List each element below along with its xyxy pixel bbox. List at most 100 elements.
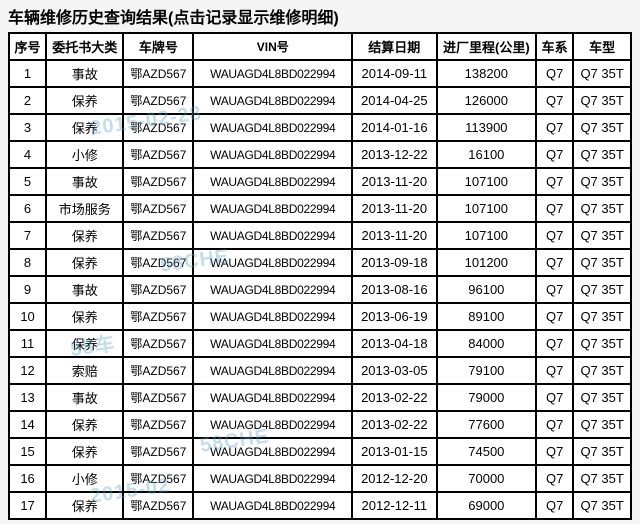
cell-date: 2013-02-22 (352, 411, 436, 438)
table-row[interactable]: 17保养鄂AZD567WAUAGD4L8BD0229942012-12-1169… (9, 492, 631, 519)
cell-type: 索赔 (46, 357, 123, 384)
table-row[interactable]: 14保养鄂AZD567WAUAGD4L8BD0229942013-02-2277… (9, 411, 631, 438)
table-row[interactable]: 5事故鄂AZD567WAUAGD4L8BD0229942013-11-20107… (9, 168, 631, 195)
table-row[interactable]: 3保养鄂AZD567WAUAGD4L8BD0229942014-01-16113… (9, 114, 631, 141)
cell-vin: WAUAGD4L8BD022994 (193, 276, 352, 303)
cell-vin: WAUAGD4L8BD022994 (193, 222, 352, 249)
cell-plate: 鄂AZD567 (123, 384, 193, 411)
table-row[interactable]: 12索赔鄂AZD567WAUAGD4L8BD0229942013-03-0579… (9, 357, 631, 384)
cell-type: 保养 (46, 411, 123, 438)
cell-vin: WAUAGD4L8BD022994 (193, 492, 352, 519)
cell-series: Q7 (536, 87, 573, 114)
cell-series: Q7 (536, 357, 573, 384)
cell-plate: 鄂AZD567 (123, 276, 193, 303)
cell-vin: WAUAGD4L8BD022994 (193, 249, 352, 276)
cell-seq: 10 (9, 303, 46, 330)
header-model: 车型 (573, 33, 631, 60)
cell-model: Q7 35T (573, 222, 631, 249)
table-row[interactable]: 11保养鄂AZD567WAUAGD4L8BD0229942013-04-1884… (9, 330, 631, 357)
cell-mileage: 89100 (437, 303, 537, 330)
cell-mileage: 77600 (437, 411, 537, 438)
cell-plate: 鄂AZD567 (123, 438, 193, 465)
table-row[interactable]: 1事故鄂AZD567WAUAGD4L8BD0229942014-09-11138… (9, 60, 631, 87)
table-row[interactable]: 4小修鄂AZD567WAUAGD4L8BD0229942013-12-22161… (9, 141, 631, 168)
header-seq: 序号 (9, 33, 46, 60)
cell-series: Q7 (536, 465, 573, 492)
cell-mileage: 74500 (437, 438, 537, 465)
table-row[interactable]: 16小修鄂AZD567WAUAGD4L8BD0229942012-12-2070… (9, 465, 631, 492)
cell-seq: 5 (9, 168, 46, 195)
cell-plate: 鄂AZD567 (123, 465, 193, 492)
cell-seq: 2 (9, 87, 46, 114)
table-row[interactable]: 10保养鄂AZD567WAUAGD4L8BD0229942013-06-1989… (9, 303, 631, 330)
table-row[interactable]: 13事故鄂AZD567WAUAGD4L8BD0229942013-02-2279… (9, 384, 631, 411)
cell-date: 2013-02-22 (352, 384, 436, 411)
maintenance-history-table: 序号 委托书大类 车牌号 VIN号 结算日期 进厂里程(公里) 车系 车型 1事… (8, 32, 632, 520)
cell-series: Q7 (536, 114, 573, 141)
cell-model: Q7 35T (573, 276, 631, 303)
cell-seq: 15 (9, 438, 46, 465)
cell-plate: 鄂AZD567 (123, 357, 193, 384)
cell-mileage: 79000 (437, 384, 537, 411)
cell-vin: WAUAGD4L8BD022994 (193, 60, 352, 87)
cell-seq: 13 (9, 384, 46, 411)
cell-type: 保养 (46, 249, 123, 276)
cell-type: 事故 (46, 168, 123, 195)
cell-model: Q7 35T (573, 465, 631, 492)
cell-mileage: 69000 (437, 492, 537, 519)
cell-type: 小修 (46, 465, 123, 492)
cell-vin: WAUAGD4L8BD022994 (193, 411, 352, 438)
cell-model: Q7 35T (573, 330, 631, 357)
cell-seq: 9 (9, 276, 46, 303)
cell-type: 保养 (46, 303, 123, 330)
cell-mileage: 107100 (437, 168, 537, 195)
table-row[interactable]: 9事故鄂AZD567WAUAGD4L8BD0229942013-08-16961… (9, 276, 631, 303)
cell-series: Q7 (536, 168, 573, 195)
cell-date: 2013-11-20 (352, 222, 436, 249)
cell-series: Q7 (536, 303, 573, 330)
cell-date: 2013-11-20 (352, 168, 436, 195)
cell-series: Q7 (536, 195, 573, 222)
cell-mileage: 107100 (437, 222, 537, 249)
cell-model: Q7 35T (573, 114, 631, 141)
cell-vin: WAUAGD4L8BD022994 (193, 330, 352, 357)
cell-date: 2013-01-15 (352, 438, 436, 465)
cell-date: 2013-08-16 (352, 276, 436, 303)
cell-mileage: 138200 (437, 60, 537, 87)
table-row[interactable]: 15保养鄂AZD567WAUAGD4L8BD0229942013-01-1574… (9, 438, 631, 465)
cell-model: Q7 35T (573, 60, 631, 87)
cell-date: 2013-09-18 (352, 249, 436, 276)
cell-type: 保养 (46, 438, 123, 465)
cell-type: 小修 (46, 141, 123, 168)
cell-model: Q7 35T (573, 87, 631, 114)
cell-plate: 鄂AZD567 (123, 168, 193, 195)
table-row[interactable]: 2保养鄂AZD567WAUAGD4L8BD0229942014-04-25126… (9, 87, 631, 114)
cell-seq: 7 (9, 222, 46, 249)
cell-type: 保养 (46, 492, 123, 519)
cell-seq: 12 (9, 357, 46, 384)
cell-mileage: 107100 (437, 195, 537, 222)
cell-seq: 6 (9, 195, 46, 222)
table-body: 1事故鄂AZD567WAUAGD4L8BD0229942014-09-11138… (9, 60, 631, 519)
cell-plate: 鄂AZD567 (123, 303, 193, 330)
table-row[interactable]: 8保养鄂AZD567WAUAGD4L8BD0229942013-09-18101… (9, 249, 631, 276)
cell-date: 2014-09-11 (352, 60, 436, 87)
table-row[interactable]: 6市场服务鄂AZD567WAUAGD4L8BD0229942013-11-201… (9, 195, 631, 222)
cell-date: 2014-01-16 (352, 114, 436, 141)
cell-mileage: 79100 (437, 357, 537, 384)
cell-mileage: 96100 (437, 276, 537, 303)
cell-date: 2012-12-11 (352, 492, 436, 519)
cell-seq: 8 (9, 249, 46, 276)
cell-type: 保养 (46, 114, 123, 141)
cell-plate: 鄂AZD567 (123, 114, 193, 141)
header-date: 结算日期 (352, 33, 436, 60)
cell-model: Q7 35T (573, 249, 631, 276)
cell-vin: WAUAGD4L8BD022994 (193, 357, 352, 384)
cell-date: 2013-03-05 (352, 357, 436, 384)
cell-vin: WAUAGD4L8BD022994 (193, 114, 352, 141)
cell-model: Q7 35T (573, 141, 631, 168)
cell-series: Q7 (536, 141, 573, 168)
table-row[interactable]: 7保养鄂AZD567WAUAGD4L8BD0229942013-11-20107… (9, 222, 631, 249)
cell-plate: 鄂AZD567 (123, 87, 193, 114)
cell-plate: 鄂AZD567 (123, 492, 193, 519)
